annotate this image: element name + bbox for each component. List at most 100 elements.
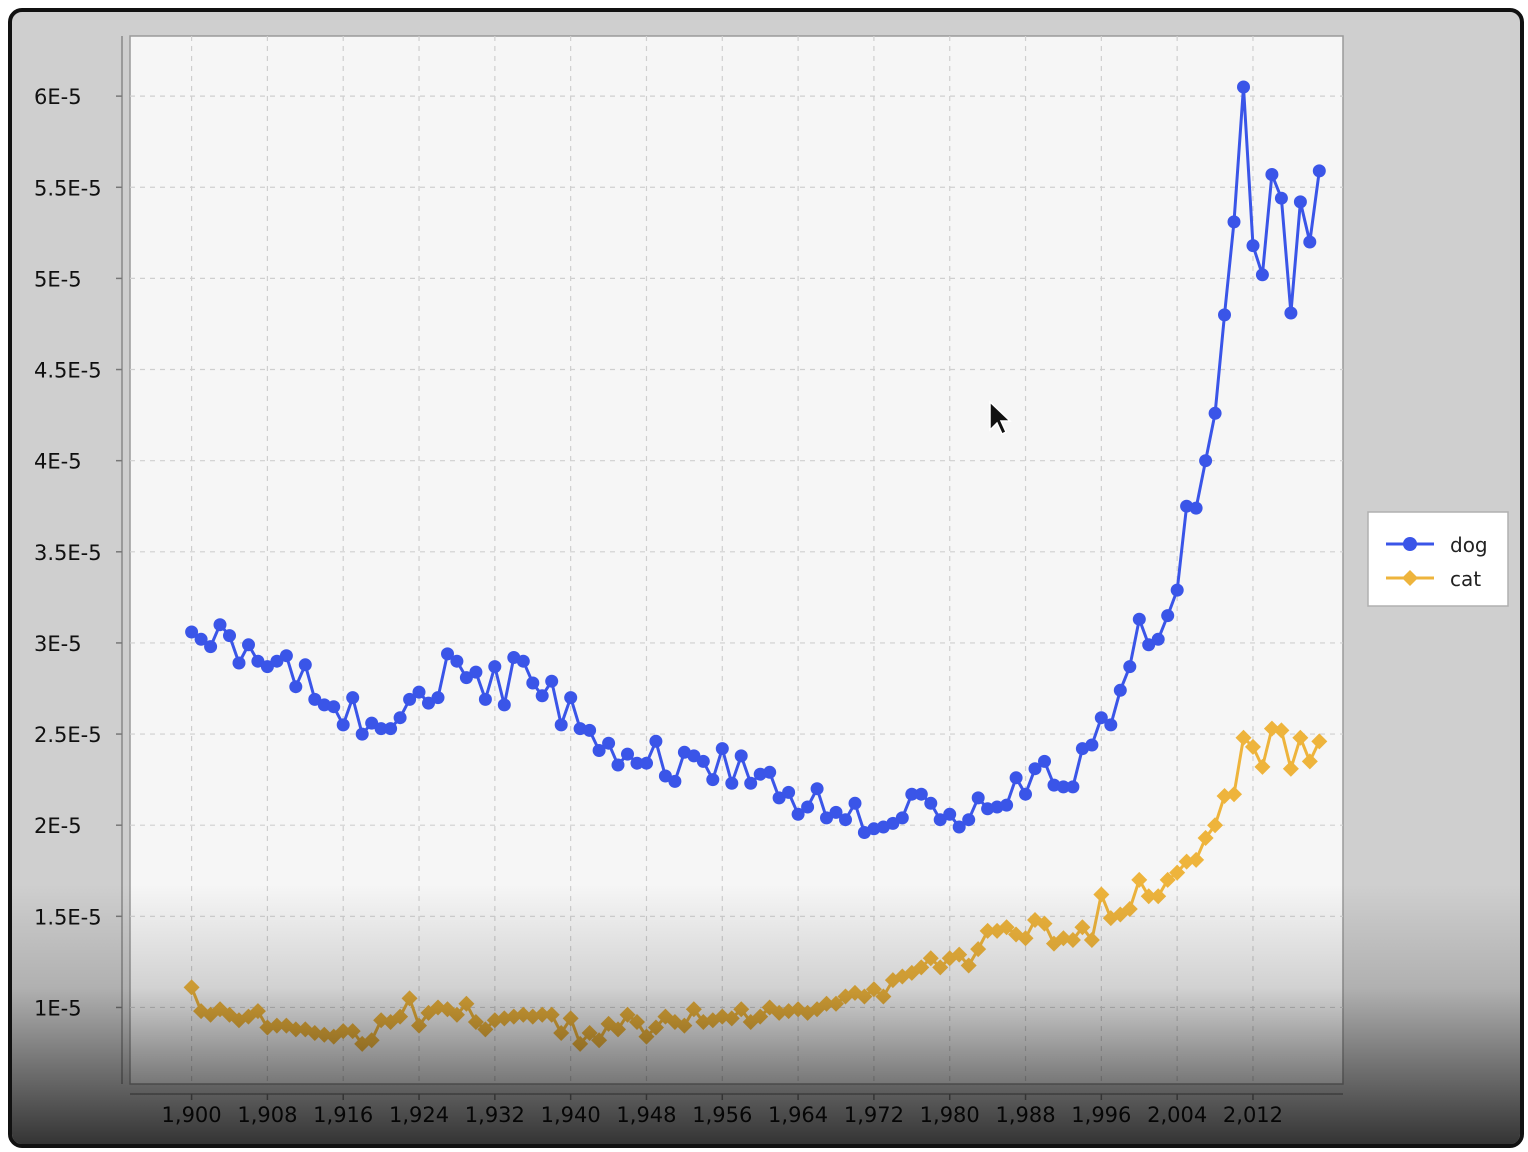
data-point-dog [1246,239,1260,253]
y-tick-label: 5.5E-5 [34,176,102,200]
mouse-cursor-icon [989,400,1012,436]
data-point-cat [1131,871,1148,888]
data-point-cat [1207,817,1224,834]
data-point-dog [1094,711,1108,725]
x-tick-label: 1,948 [616,1103,676,1127]
data-point-dog [327,700,341,714]
line-chart: 6E-5 5.5E-5 5E-5 4.5E-5 4E-5 3.5E-5 3E-5 2.5E-5… [34,35,1509,1127]
data-point-dog [791,807,805,821]
data-point-dog [715,742,729,756]
y-tick-label: 2E-5 [34,814,82,838]
data-point-dog [1104,718,1118,732]
plot-area [129,35,1344,1085]
data-point-dog [260,660,274,674]
data-point-cat [1311,733,1328,750]
x-axis-ticks: 1,900 1,908 1,916 1,924 1,932 1,940 1,948 1,956… [162,1094,1283,1127]
y-tick-label: 3E-5 [34,632,82,656]
data-point-dog [971,791,985,805]
data-point-dog [422,696,435,710]
y-axis-ticks: 6E-5 5.5E-5 5E-5 4.5E-5 4E-5 3.5E-5 3E-5 2.5E-5… [34,85,122,1020]
data-point-dog [232,656,246,670]
data-point-dog [592,744,606,757]
data-point-dog [213,618,227,632]
data-point-dog [1000,798,1014,812]
data-point-dog [658,769,672,783]
x-tick-label: 1,988 [995,1103,1055,1127]
data-point-cat [1301,753,1318,770]
data-point-cat [1159,871,1176,888]
screen-frame: 6E-5 5.5E-5 5E-5 4.5E-5 4E-5 3.5E-5 3E-5 2.5E-5… [8,8,1524,1148]
x-tick-label: 1,908 [237,1103,297,1127]
data-point-dog [1151,632,1165,646]
data-point-dog [1132,612,1146,626]
x-tick-label: 1,940 [541,1103,601,1127]
data-point-dog [583,723,597,737]
legend: dog cat [1367,511,1509,607]
x-tick-label: 2,012 [1223,1103,1283,1127]
data-point-dog [1274,191,1288,205]
y-tick-label: 6E-5 [34,85,82,109]
data-point-dog [905,787,919,801]
x-tick-label: 1,996 [1071,1103,1131,1127]
data-point-dog [469,665,483,679]
x-tick-label: 1,964 [768,1103,828,1127]
data-point-cat [1292,729,1309,746]
data-point-dog [431,691,445,705]
data-point-dog [298,658,312,672]
data-point-dog [194,632,208,646]
data-point-dog [1028,762,1042,776]
data-point-dog [1293,195,1307,209]
data-point-dog [204,640,218,654]
data-point-dog [640,756,653,770]
data-point-dog [933,813,947,827]
data-point-dog [1218,308,1231,322]
data-point-dog [1142,638,1156,652]
data-point-dog [1208,406,1222,420]
y-tick-label: 4E-5 [34,450,82,474]
data-point-dog [516,654,530,668]
data-point-cat [1169,864,1186,881]
data-point-dog [914,787,928,801]
data-point-dog [441,647,454,661]
data-point-dog [734,749,748,763]
data-point-dog [1284,306,1298,320]
data-point-dog [1199,454,1213,468]
data-point-dog [412,685,426,699]
data-point-dog [744,776,758,790]
data-point-dog [564,691,578,705]
data-point-dog [1113,683,1127,697]
x-tick-label: 1,900 [162,1103,222,1127]
data-point-dog [886,816,900,830]
data-point-cat [1226,786,1243,803]
data-point-cat [1254,758,1271,775]
data-point-dog [384,722,398,736]
y-tick-label: 1E-5 [34,996,82,1020]
y-tick-label: 3.5E-5 [34,541,102,565]
data-point-dog [1123,660,1137,674]
data-point-dog [497,698,511,712]
data-point-dog [952,820,966,834]
x-tick-label: 1,924 [389,1103,449,1127]
data-point-dog [611,758,625,772]
data-point-dog [1255,268,1269,282]
data-point-dog [763,765,777,779]
data-point-dog [185,625,199,639]
data-point-dog [554,718,568,732]
data-point-dog [1265,168,1279,181]
data-point-cat [1188,851,1205,868]
data-point-dog [668,774,682,788]
data-point-dog [1056,780,1070,794]
y-tick-label: 1.5E-5 [34,905,102,929]
x-tick-label: 1,932 [465,1103,525,1127]
data-point-dog [1312,164,1326,178]
data-point-dog [478,692,492,706]
data-point-dog [801,800,815,814]
data-point-cat [1244,738,1261,755]
data-point-dog [251,654,265,668]
data-point-dog [403,692,417,706]
data-point-dog [270,654,284,668]
data-point-dog [535,689,549,703]
data-point-dog [242,638,255,652]
x-tick-label: 1,972 [844,1103,904,1127]
data-point-dog [355,727,369,741]
